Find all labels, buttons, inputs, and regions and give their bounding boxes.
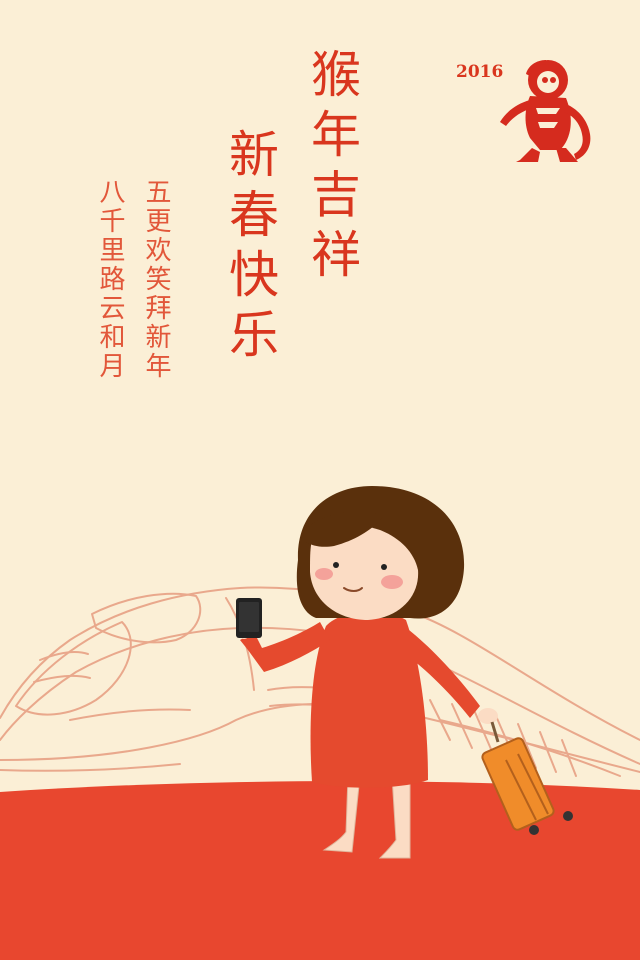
title-column-right: 猴年吉祥 [303,48,361,288]
ground [0,781,640,960]
girl-left-arm [240,622,330,672]
girl-legs [322,775,411,859]
girl-right-hand [478,708,498,724]
phone-icon [236,598,262,638]
poem-line-1: 五更欢笑拜新年 [141,178,171,381]
monkey-papercut-icon [500,60,591,162]
year-badge: 2016 [456,62,504,82]
girl-dress [310,611,428,788]
poem-line-2: 八千里路云和月 [95,178,125,381]
girl-right-arm [400,626,480,718]
suitcase-icon [481,721,573,835]
title-column-left: 新春快乐 [221,128,279,368]
girl-head [296,486,465,620]
